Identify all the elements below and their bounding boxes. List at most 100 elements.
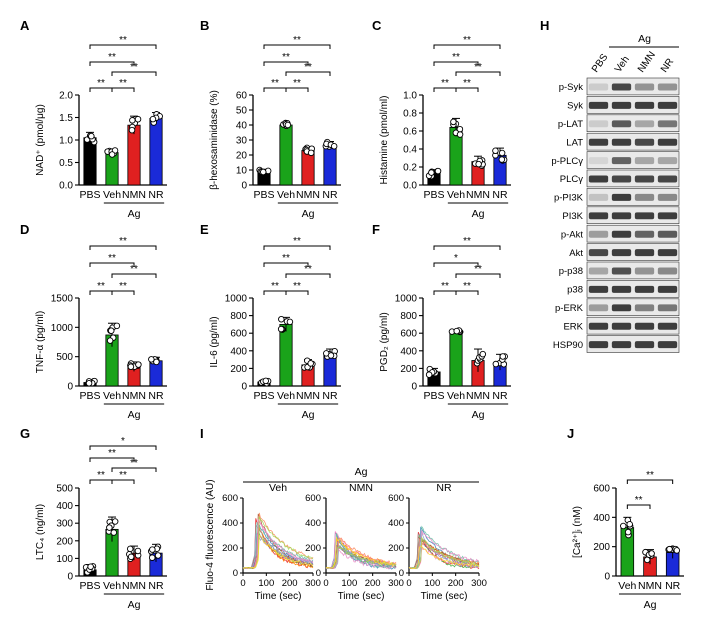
significance-label: **	[441, 78, 449, 89]
blot-row-label: p-Akt	[561, 229, 584, 240]
blot-band	[588, 83, 609, 91]
blot-band	[657, 341, 678, 349]
blot-band	[611, 267, 632, 275]
blot-row-label: p-PI3K	[554, 193, 584, 204]
data-point	[134, 547, 142, 555]
data-point	[134, 115, 142, 123]
y-tick-label: 600	[230, 329, 247, 340]
significance-label: **	[304, 62, 312, 73]
significance-label: **	[463, 281, 471, 292]
significance-label: **	[463, 35, 471, 46]
y-axis-label: LTC₄ (ng/ml)	[35, 504, 46, 560]
blot-band	[634, 322, 655, 330]
blot-band	[657, 193, 678, 201]
group-label: Ag	[355, 466, 368, 478]
y-tick-label: 0.6	[403, 127, 417, 138]
significance-bracket	[111, 71, 157, 76]
blot-band	[657, 175, 678, 183]
significance-label: **	[108, 52, 116, 63]
blot-band	[634, 267, 655, 275]
lane-label: Veh	[613, 54, 632, 74]
y-tick-label: 0.4	[403, 145, 417, 156]
y-axis-label: Fluo-4 fluorescence (AU)	[205, 479, 216, 590]
y-tick-label: 0	[399, 568, 404, 579]
bar-Veh	[279, 323, 293, 387]
panel-letter-D: D	[20, 222, 29, 237]
data-point	[453, 327, 460, 335]
subplot-title: NR	[436, 482, 452, 494]
y-tick-label: 0	[604, 572, 610, 583]
significance-bracket	[111, 273, 157, 278]
significance-label: **	[108, 448, 116, 459]
x-tick-label: NMN	[466, 390, 490, 402]
panel-letter-E: E	[200, 222, 209, 237]
blot-strip	[586, 151, 680, 169]
data-point	[111, 518, 119, 525]
blot-strip	[586, 188, 680, 206]
blot-band	[657, 157, 678, 165]
blot-band	[634, 193, 655, 201]
data-point	[129, 117, 136, 124]
x-axis-label: Time (sec)	[421, 591, 468, 602]
y-tick-label: 1000	[395, 294, 418, 305]
blot-band	[611, 175, 632, 183]
blot-row-label: HSP90	[553, 340, 583, 351]
significance-bracket	[285, 273, 331, 278]
significance-bracket	[626, 504, 651, 509]
y-axis-label: NAD⁺ (pmol/μg)	[35, 104, 46, 176]
blot-strip	[586, 280, 680, 298]
trace-line	[242, 518, 314, 569]
x-tick-label: Veh	[277, 189, 295, 201]
data-point	[135, 361, 142, 368]
blot-band	[588, 157, 609, 165]
x-tick-label: NR	[148, 390, 164, 402]
x-tick-label: 300	[305, 578, 321, 589]
y-tick-label: 1.0	[59, 136, 73, 147]
blot-row-label: p-p38	[559, 266, 583, 277]
bar-Veh	[449, 331, 463, 387]
significance-label: **	[130, 62, 138, 73]
x-tick-label: PBS	[79, 390, 100, 402]
data-point	[456, 131, 464, 138]
data-point	[87, 563, 94, 570]
data-point	[107, 327, 115, 334]
x-tick-label: NMN	[122, 189, 146, 201]
bar-chart-F: 0 200 400 600 800 1000 PGD₂ (pg/ml) PBS Veh NMN NR…	[379, 236, 511, 421]
data-point	[626, 521, 633, 528]
x-tick-label: 100	[424, 578, 440, 589]
significance-bracket	[263, 245, 331, 250]
blot-band	[634, 304, 655, 312]
y-tick-label: 0	[316, 568, 321, 579]
y-tick-label: 1.5	[59, 113, 73, 124]
group-label: Ag	[302, 208, 315, 220]
significance-label: **	[293, 78, 301, 89]
blot-band	[611, 322, 632, 330]
bar-chart-C: 0.0 0.2 0.4 0.6 0.8 1.0 Histamine (pmol/ml) PBS…	[379, 35, 511, 220]
significance-label: **	[463, 236, 471, 247]
blot-band	[634, 212, 655, 220]
significance-label: **	[119, 35, 127, 46]
trace-line	[408, 545, 480, 569]
x-tick-label: NR	[322, 390, 338, 402]
significance-bracket	[89, 245, 157, 250]
significance-bracket	[111, 87, 135, 92]
group-label: Ag	[644, 599, 657, 611]
significance-bracket	[89, 457, 135, 462]
y-tick-label: 300	[56, 519, 73, 530]
x-tick-label: Veh	[103, 390, 121, 402]
blot-band	[588, 322, 609, 330]
bar-chart-E: 0 200 400 600 800 1000 IL-6 (pg/ml) PBS Veh NMN NR…	[209, 236, 341, 421]
significance-label: **	[463, 78, 471, 89]
y-tick-label: 200	[388, 543, 404, 554]
y-tick-label: 1000	[51, 323, 74, 334]
data-point	[126, 545, 134, 553]
blot-row-label: p-PLCγ	[551, 156, 583, 167]
data-point	[153, 358, 160, 366]
y-tick-label: 200	[305, 543, 321, 554]
y-tick-label: 600	[388, 493, 404, 504]
x-tick-label: Veh	[618, 580, 636, 592]
y-tick-label: 0	[233, 568, 238, 579]
blot-band	[611, 120, 632, 128]
